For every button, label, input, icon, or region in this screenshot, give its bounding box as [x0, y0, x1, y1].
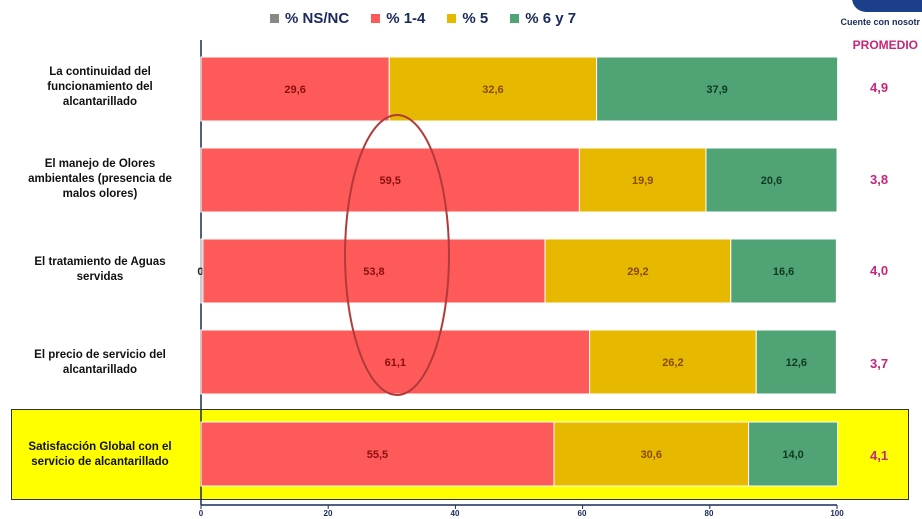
legend-swatch-6-7 — [510, 14, 520, 23]
x-tick-label: 100 — [830, 509, 844, 518]
data-label: 37,9 — [706, 84, 727, 96]
bar-segment — [589, 329, 757, 395]
average-value: 4,0 — [870, 263, 889, 278]
category-label: El manejo de Olores ambientales (presenc… — [28, 158, 172, 200]
data-label: 20,6 — [761, 175, 782, 187]
legend-label-6-7: % 6 y 7 — [525, 10, 577, 27]
data-label: 61,1 — [385, 357, 406, 369]
bar-segment — [202, 238, 546, 304]
data-label: 19,9 — [632, 175, 653, 187]
bar-segment — [705, 147, 838, 213]
x-tick-label: 0 — [198, 509, 204, 518]
legend-swatch-nsnc — [270, 14, 279, 23]
legend-item-1-4: % 1-4 — [371, 10, 425, 27]
legend-swatch-5 — [447, 14, 457, 23]
logo-mark — [852, 0, 922, 12]
bar-segment — [200, 421, 555, 487]
bar-segment — [200, 329, 591, 395]
bar-segment — [553, 421, 750, 487]
company-logo: Cuente con nosotr — [832, 0, 922, 50]
average-value: 3,8 — [870, 172, 889, 187]
average-value: 4,1 — [870, 448, 889, 463]
legend-label-1-4: % 1-4 — [386, 10, 426, 27]
category-label: El precio de servicio del alcantarillado — [34, 349, 166, 376]
average-value: 3,7 — [870, 356, 889, 371]
legend-item-6-7: % 6 y 7 — [510, 10, 576, 27]
bar-segment — [748, 421, 839, 487]
data-label: 29,2 — [627, 266, 648, 278]
x-tick-label: 20 — [323, 509, 333, 518]
promedio-header: PROMEDIO — [852, 38, 918, 52]
bar-segment — [578, 147, 707, 213]
legend: % NS/NC % 1-4 % 5 % 6 y 7 — [270, 10, 576, 27]
bar-segment — [200, 56, 390, 122]
data-label: 30,6 — [641, 449, 662, 461]
bar-segment — [200, 147, 580, 213]
x-tick-label: 40 — [450, 509, 460, 518]
logo-tagline: Cuente con nosotr — [840, 17, 920, 27]
highlight-ellipse — [344, 114, 450, 396]
bar-segment — [730, 238, 837, 304]
data-label: 16,6 — [773, 266, 794, 278]
x-tick-label: 80 — [704, 509, 714, 518]
bar-segment — [544, 238, 732, 304]
average-value: 4,9 — [870, 80, 889, 95]
legend-item-5: % 5 — [447, 10, 488, 27]
bar-segment — [755, 329, 837, 395]
bar-segment — [596, 56, 839, 122]
data-label: 26,2 — [662, 357, 683, 369]
data-label: 29,6 — [284, 84, 305, 96]
legend-label-nsnc: % NS/NC — [285, 10, 350, 27]
bar-segment — [388, 56, 598, 122]
legend-label-5: % 5 — [462, 10, 489, 27]
category-label: El tratamiento de Aguas servidas — [34, 256, 166, 283]
data-label: 59,5 — [379, 175, 400, 187]
data-label: 53,8 — [363, 266, 384, 278]
data-label: 12,6 — [786, 357, 807, 369]
data-label: 14,0 — [782, 449, 803, 461]
data-label: 32,6 — [482, 84, 503, 96]
legend-item-nsnc: % NS/NC — [270, 10, 349, 27]
x-tick-label: 60 — [577, 509, 587, 518]
legend-swatch-1-4 — [371, 14, 381, 23]
category-label: Satisfacción Global con el servicio de a… — [28, 441, 172, 468]
data-label: 55,5 — [367, 449, 388, 461]
category-label: La continuidad del funcionamiento del al… — [47, 66, 153, 108]
